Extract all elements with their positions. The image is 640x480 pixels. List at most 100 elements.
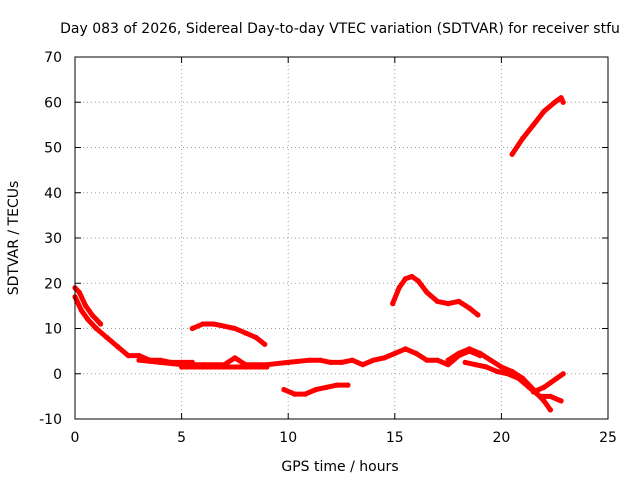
x-tick-label: 5 [177, 430, 186, 446]
data-point [541, 398, 547, 404]
data-point [89, 312, 95, 318]
data-point [243, 330, 249, 336]
data-point [360, 362, 366, 368]
data-point [221, 323, 227, 329]
ticks [74, 56, 609, 420]
data-point [488, 357, 494, 363]
data-point [537, 393, 543, 399]
data-point [264, 364, 270, 370]
data-point [547, 407, 554, 413]
data-point [558, 95, 564, 101]
data-point [334, 382, 340, 388]
data-point [456, 298, 462, 304]
data-point [253, 335, 259, 341]
x-tick-label: 25 [599, 430, 617, 446]
data-point [530, 389, 537, 395]
x-tick-label: 15 [386, 430, 404, 446]
data-point [76, 289, 82, 295]
y-axis-label: SDTVAR / TECUs [6, 181, 22, 296]
data-point [445, 362, 451, 368]
data-point [324, 384, 330, 390]
data-point [306, 357, 313, 363]
data-point [477, 350, 483, 356]
data-point [424, 289, 430, 295]
data-point [515, 375, 522, 381]
data-point [415, 278, 421, 284]
data-point [221, 364, 227, 370]
y-tick-label: 30 [44, 231, 62, 247]
data-point [93, 325, 99, 332]
data-point [83, 303, 89, 309]
y-tick-label: 20 [44, 276, 62, 292]
data-point [381, 355, 387, 361]
data-point [483, 364, 490, 370]
series-arc-late-rise [509, 95, 566, 157]
data-point [232, 325, 238, 332]
data-point [475, 312, 481, 318]
data-point [541, 384, 547, 390]
data-point [466, 305, 472, 311]
data-point [200, 364, 206, 370]
y-tick-label: -10 [39, 412, 62, 428]
data-point [530, 122, 537, 128]
data-point [211, 321, 217, 327]
y-tick-label: 50 [44, 141, 62, 157]
x-axis-label: GPS time / hours [281, 459, 398, 475]
data-point [349, 357, 355, 363]
data-point [390, 301, 396, 307]
data-point [402, 346, 409, 352]
chart-title: Day 083 of 2026, Sidereal Day-to-day VTE… [60, 21, 620, 37]
series-arc-early-decay [72, 294, 195, 365]
data-point [547, 380, 554, 386]
data-point [509, 151, 515, 157]
x-tick-label: 0 [71, 430, 80, 446]
data-point [85, 316, 91, 322]
data-point [424, 357, 430, 363]
data-point [328, 359, 334, 365]
data-point [125, 353, 131, 359]
data-point [466, 346, 472, 352]
series-arc-afternoon-bump [390, 274, 481, 318]
y-tick-label: 10 [44, 322, 62, 338]
data-point [189, 325, 195, 332]
x-tick-label: 20 [492, 430, 510, 446]
data-point [434, 357, 440, 363]
data-point [541, 108, 547, 114]
tick-labels: 0 5 10 15 20 25 -10 0 10 20 30 40 50 60 70 [39, 50, 617, 446]
data-point [392, 350, 398, 356]
data-point [338, 359, 345, 365]
data-point [552, 99, 558, 105]
data-point [281, 387, 287, 393]
data-point [409, 273, 415, 280]
data-point [445, 301, 451, 307]
y-tick-label: 70 [44, 50, 62, 66]
data-point [243, 364, 249, 370]
data-point [115, 344, 121, 350]
data-point [370, 357, 377, 363]
data-point [434, 298, 440, 304]
data-point [313, 387, 319, 393]
data-point [554, 375, 560, 381]
data-point [413, 350, 419, 356]
series-arc-evening-a [445, 346, 553, 413]
y-tick-label: 40 [44, 186, 62, 202]
data-point [345, 382, 351, 388]
data-point [302, 391, 308, 397]
data-point [462, 359, 468, 365]
y-tick-label: 60 [44, 95, 62, 111]
data-point [547, 393, 554, 399]
data-point [526, 384, 532, 390]
data-point [262, 341, 268, 347]
data-point [402, 276, 409, 282]
data-point [317, 357, 323, 363]
data-point [157, 359, 163, 365]
data-point [98, 321, 104, 327]
data-point [78, 307, 84, 313]
data-point [136, 353, 142, 359]
data-point [498, 364, 504, 370]
data-point [505, 371, 511, 377]
data-point [285, 359, 291, 365]
data-point [473, 362, 479, 368]
data-point [558, 398, 564, 404]
